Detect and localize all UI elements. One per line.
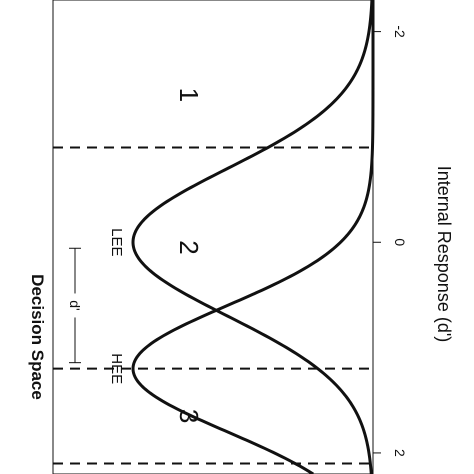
dprime-label-bg (67, 293, 83, 318)
x-axis: -2 0 2 (373, 25, 408, 457)
region-label-2: 2 (174, 240, 204, 254)
curve-hee (131, 0, 375, 474)
region-label-3: 3 (174, 409, 204, 423)
region-label-1: 1 (174, 88, 204, 102)
x-tick-label: 0 (392, 238, 408, 246)
criteria-layer (53, 146, 373, 465)
curves-layer (131, 0, 375, 474)
x-axis-label: Internal Response (d') (434, 166, 454, 343)
curve-lee (131, 0, 374, 474)
dist-label-hee: HEE (108, 353, 125, 384)
x-tick-label: 2 (392, 449, 408, 457)
plot-frame (52, 0, 374, 474)
dprime-annotation: d' (67, 247, 83, 364)
dprime-label: d' (67, 300, 83, 310)
distribution-labels-layer: LEE HEE (108, 228, 125, 384)
x-tick-label: -2 (392, 25, 408, 38)
regions-layer: 1 2 3 (174, 88, 204, 424)
dist-label-lee: LEE (108, 228, 125, 256)
chart-title: Decision Space (28, 274, 47, 400)
